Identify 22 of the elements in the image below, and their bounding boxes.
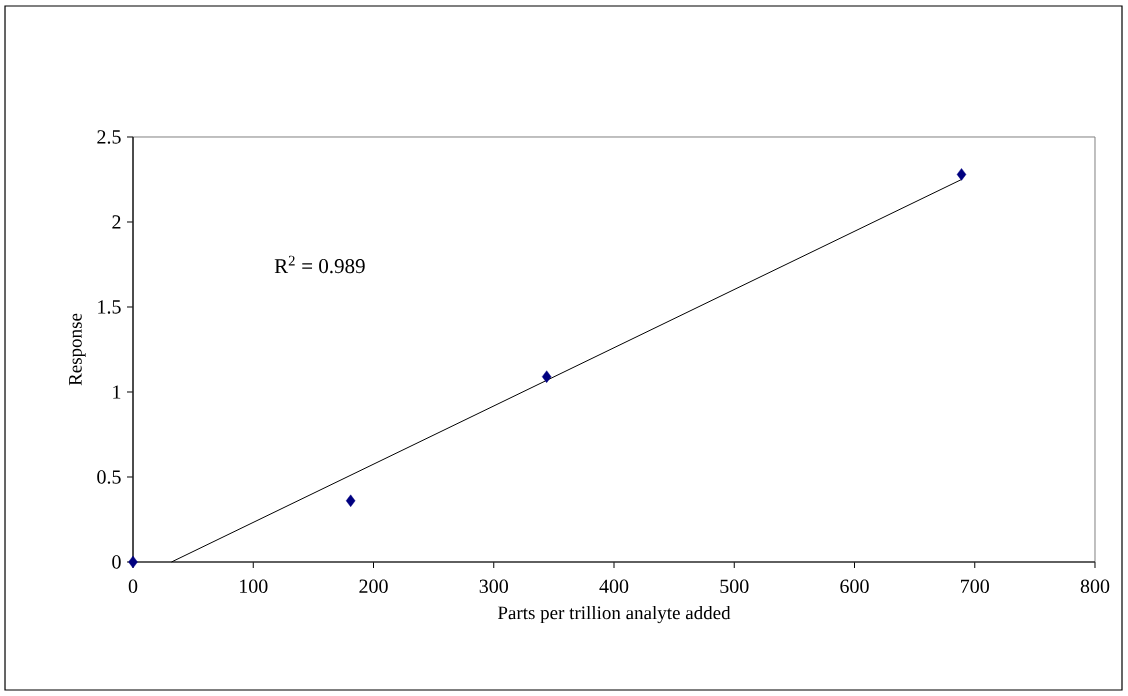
point <box>128 555 138 569</box>
x-axis-title: Parts per trillion analyte added <box>497 605 731 624</box>
y-tick-label: 0.5 <box>97 470 121 484</box>
x-tick-label: 0 <box>128 579 138 594</box>
y-tick-label: 2.5 <box>97 130 121 144</box>
x-tick-label: 700 <box>961 579 989 594</box>
x-tick-label: 400 <box>599 579 629 594</box>
y-axis-title: Response <box>69 313 86 386</box>
x-tick-label: 200 <box>359 579 388 594</box>
x-tick-label: 600 <box>840 579 869 594</box>
y-tick-label: 2 <box>112 215 121 229</box>
y-tick-label: 1.5 <box>98 300 121 314</box>
point <box>345 494 356 507</box>
x-tick-label: 300 <box>479 579 508 594</box>
x-tick-label: 500 <box>720 579 749 594</box>
annotation: R$^{2}$ = 0.989 <box>274 255 365 274</box>
y-tick-label: 1 <box>113 385 121 399</box>
x-tick-label: 100 <box>240 579 268 594</box>
y-tick-label: 0 <box>112 555 121 569</box>
point <box>541 370 552 383</box>
x-tick-label: 800 <box>1080 579 1110 594</box>
point <box>956 168 967 181</box>
